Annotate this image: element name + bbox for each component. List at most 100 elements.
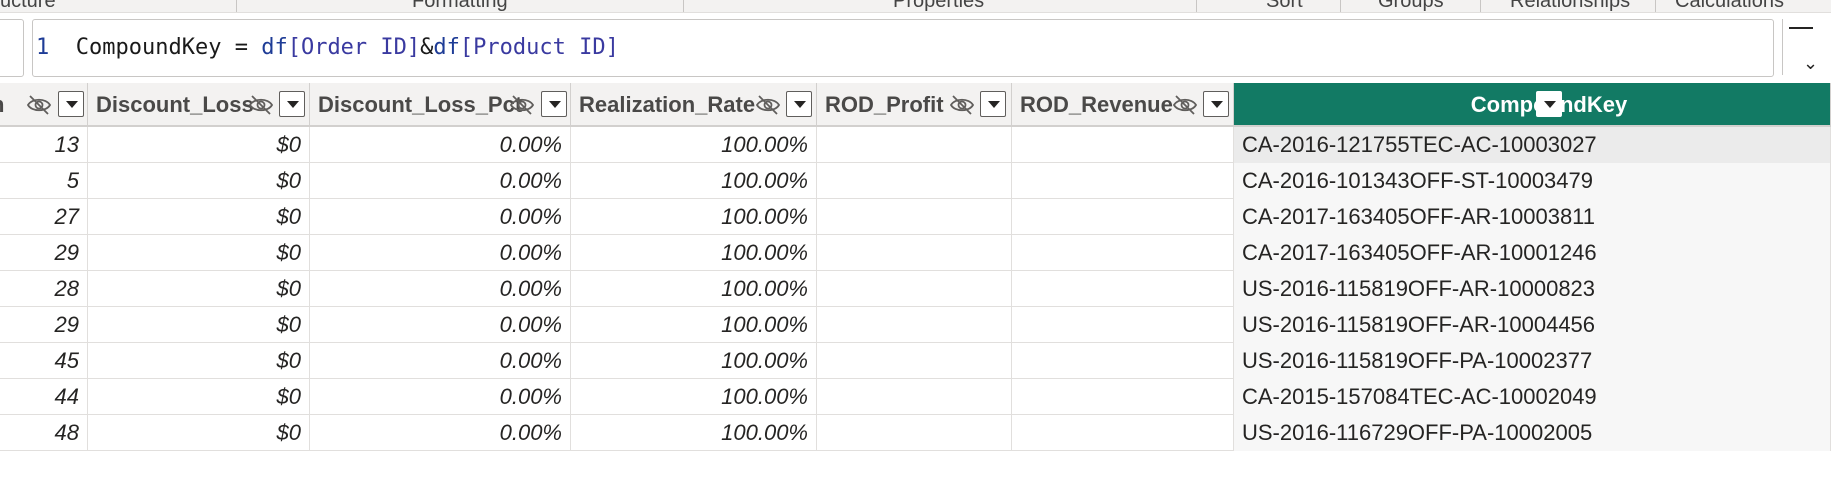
cell-n[interactable]: 29 (0, 235, 88, 271)
table-row[interactable]: 27 $0 0.00% 100.00% CA-2017-163405OFF-AR-100… (0, 199, 1831, 235)
cell-compoundkey[interactable]: CA-2016-101343OFF-ST-10003479 (1234, 163, 1831, 199)
cell-realization-rate[interactable]: 100.00% (571, 307, 817, 343)
formula-bar-cancel-commit[interactable] (0, 19, 24, 77)
cell-rod-profit[interactable] (817, 379, 1012, 415)
ribbon-group-labels: ucture Formatting Properties Sort Groups… (0, 0, 1831, 13)
cell-rod-profit[interactable] (817, 415, 1012, 451)
ribbon-separator (683, 0, 684, 12)
cell-discount-loss[interactable]: $0 (88, 163, 310, 199)
cell-discount-loss-pct[interactable]: 0.00% (310, 199, 571, 235)
cell-realization-rate[interactable]: 100.00% (571, 379, 817, 415)
cell-rod-profit[interactable] (817, 271, 1012, 307)
cell-realization-rate[interactable]: 100.00% (571, 199, 817, 235)
cell-n[interactable]: 5 (0, 163, 88, 199)
column-header-discount-loss-pct[interactable]: Discount_Loss_Pct (310, 83, 571, 125)
table-row[interactable]: 29 $0 0.00% 100.00% US-2016-115819OFF-AR-100… (0, 307, 1831, 343)
table-row[interactable]: 48 $0 0.00% 100.00% US-2016-116729OFF-PA-100… (0, 415, 1831, 451)
dropdown-arrow-icon[interactable] (58, 91, 84, 117)
cell-discount-loss-pct[interactable]: 0.00% (310, 415, 571, 451)
dropdown-arrow-icon[interactable] (541, 91, 567, 117)
table-row[interactable]: 44 $0 0.00% 100.00% CA-2015-157084TEC-AC-100… (0, 379, 1831, 415)
cell-compoundkey[interactable]: CA-2016-121755TEC-AC-10003027 (1234, 127, 1831, 163)
table-row[interactable]: 13 $0 0.00% 100.00% CA-2016-121755TEC-AC-100… (0, 127, 1831, 163)
cell-discount-loss[interactable]: $0 (88, 199, 310, 235)
table-row[interactable]: 29 $0 0.00% 100.00% CA-2017-163405OFF-AR-100… (0, 235, 1831, 271)
cell-discount-loss-pct[interactable]: 0.00% (310, 127, 571, 163)
cell-rod-revenue[interactable] (1012, 163, 1234, 199)
cell-compoundkey[interactable]: US-2016-115819OFF-PA-10002377 (1234, 343, 1831, 379)
ribbon-group-relationships: Relationships (1510, 0, 1631, 12)
eye-slash-icon[interactable] (949, 94, 975, 116)
table-row[interactable]: 45 $0 0.00% 100.00% US-2016-115819OFF-PA-100… (0, 343, 1831, 379)
cell-realization-rate[interactable]: 100.00% (571, 271, 817, 307)
cell-rod-revenue[interactable] (1012, 271, 1234, 307)
column-header-rod-revenue[interactable]: ROD_Revenue (1012, 83, 1234, 125)
cell-realization-rate[interactable]: 100.00% (571, 235, 817, 271)
cell-discount-loss[interactable]: $0 (88, 307, 310, 343)
eye-slash-icon[interactable] (755, 94, 781, 116)
cell-rod-revenue[interactable] (1012, 199, 1234, 235)
cell-n[interactable]: 27 (0, 199, 88, 235)
cell-discount-loss[interactable]: $0 (88, 271, 310, 307)
cell-discount-loss[interactable]: $0 (88, 235, 310, 271)
cell-discount-loss[interactable]: $0 (88, 127, 310, 163)
cell-realization-rate[interactable]: 100.00% (571, 415, 817, 451)
cell-compoundkey[interactable]: CA-2017-163405OFF-AR-10001246 (1234, 235, 1831, 271)
formula-editor[interactable]: 1 CompoundKey = df[Order ID]&df[Product … (32, 19, 1774, 77)
cell-rod-revenue[interactable] (1012, 307, 1234, 343)
cell-rod-revenue[interactable] (1012, 343, 1234, 379)
formula-bar-expand-button[interactable]: ⌄ (1782, 19, 1827, 75)
cell-rod-revenue[interactable] (1012, 127, 1234, 163)
dropdown-arrow-icon[interactable] (1536, 91, 1562, 117)
eye-slash-icon[interactable] (248, 94, 274, 116)
cell-rod-profit[interactable] (817, 307, 1012, 343)
cell-realization-rate[interactable]: 100.00% (571, 163, 817, 199)
cell-n[interactable]: 44 (0, 379, 88, 415)
cell-realization-rate[interactable]: 100.00% (571, 343, 817, 379)
dropdown-arrow-icon[interactable] (1203, 91, 1229, 117)
eye-slash-icon[interactable] (26, 94, 52, 116)
dropdown-arrow-icon[interactable] (980, 91, 1006, 117)
cell-discount-loss-pct[interactable]: 0.00% (310, 343, 571, 379)
table-row[interactable]: 28 $0 0.00% 100.00% US-2016-115819OFF-AR-100… (0, 271, 1831, 307)
cell-n[interactable]: 29 (0, 307, 88, 343)
table-ref-order: df (261, 35, 288, 60)
cell-n[interactable]: 48 (0, 415, 88, 451)
formula-line: 1 CompoundKey = df[Order ID]&df[Product … (36, 33, 619, 63)
table-row[interactable]: 5 $0 0.00% 100.00% CA-2016-101343OFF-ST-1000… (0, 163, 1831, 199)
cell-realization-rate[interactable]: 100.00% (571, 127, 817, 163)
cell-discount-loss[interactable]: $0 (88, 415, 310, 451)
column-header-realization-rate[interactable]: Realization_Rate (571, 83, 817, 125)
cell-rod-profit[interactable] (817, 163, 1012, 199)
cell-discount-loss-pct[interactable]: 0.00% (310, 307, 571, 343)
cell-rod-revenue[interactable] (1012, 235, 1234, 271)
column-header-discount-loss[interactable]: Discount_Loss (88, 83, 310, 125)
cell-compoundkey[interactable]: US-2016-116729OFF-PA-10002005 (1234, 415, 1831, 451)
cell-rod-revenue[interactable] (1012, 415, 1234, 451)
cell-rod-revenue[interactable] (1012, 379, 1234, 415)
column-header-compoundkey[interactable]: CompoundKey (1234, 83, 1831, 125)
cell-rod-profit[interactable] (817, 235, 1012, 271)
dropdown-arrow-icon[interactable] (786, 91, 812, 117)
cell-discount-loss[interactable]: $0 (88, 379, 310, 415)
cell-compoundkey[interactable]: US-2016-115819OFF-AR-10000823 (1234, 271, 1831, 307)
cell-n[interactable]: 13 (0, 127, 88, 163)
cell-compoundkey[interactable]: US-2016-115819OFF-AR-10004456 (1234, 307, 1831, 343)
column-header-truncated[interactable]: n (0, 83, 88, 125)
cell-compoundkey[interactable]: CA-2015-157084TEC-AC-10002049 (1234, 379, 1831, 415)
cell-rod-profit[interactable] (817, 343, 1012, 379)
dropdown-arrow-icon[interactable] (279, 91, 305, 117)
cell-discount-loss-pct[interactable]: 0.00% (310, 271, 571, 307)
cell-n[interactable]: 28 (0, 271, 88, 307)
cell-discount-loss-pct[interactable]: 0.00% (310, 235, 571, 271)
eye-slash-icon[interactable] (1172, 94, 1198, 116)
cell-discount-loss[interactable]: $0 (88, 343, 310, 379)
cell-compoundkey[interactable]: CA-2017-163405OFF-AR-10003811 (1234, 199, 1831, 235)
cell-rod-profit[interactable] (817, 199, 1012, 235)
cell-discount-loss-pct[interactable]: 0.00% (310, 163, 571, 199)
cell-rod-profit[interactable] (817, 127, 1012, 163)
cell-n[interactable]: 45 (0, 343, 88, 379)
cell-discount-loss-pct[interactable]: 0.00% (310, 379, 571, 415)
column-header-rod-profit[interactable]: ROD_Profit (817, 83, 1012, 125)
eye-slash-icon[interactable] (509, 94, 535, 116)
